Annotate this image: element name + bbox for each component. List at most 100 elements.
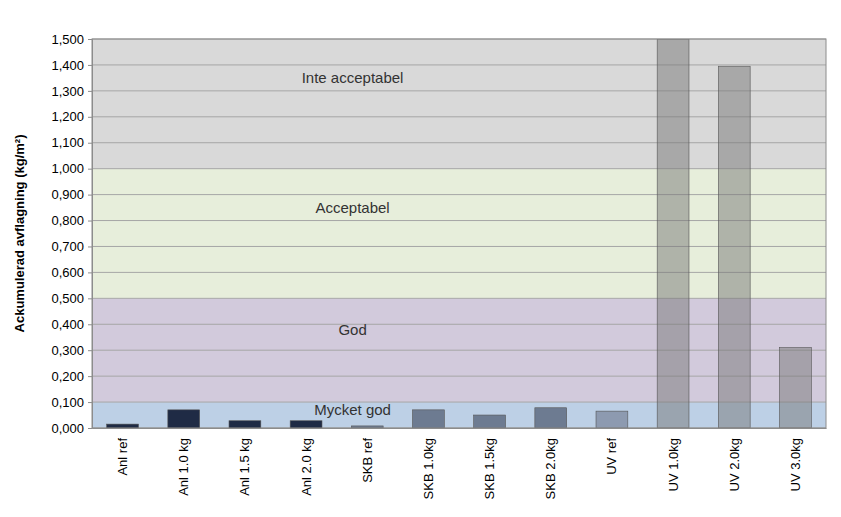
x-tick-label: SKB ref bbox=[360, 438, 375, 483]
band-label: Mycket god bbox=[314, 401, 391, 418]
grid-line bbox=[92, 246, 826, 247]
y-tick-label: 0,900 bbox=[51, 187, 84, 202]
x-tick: SKB 1.5kg bbox=[482, 428, 497, 499]
x-tick-label: UV 2.0kg bbox=[727, 438, 742, 491]
grid-line bbox=[92, 220, 826, 221]
y-tick: 1,100 bbox=[51, 135, 92, 150]
bar bbox=[535, 408, 567, 428]
y-tick-label: 0,200 bbox=[51, 369, 84, 384]
x-tick: Anl 2.0 kg bbox=[299, 428, 314, 496]
bands bbox=[92, 39, 826, 428]
y-tick-label: 0,700 bbox=[51, 239, 84, 254]
grid bbox=[92, 39, 826, 428]
x-tick: UV 3.0kg bbox=[788, 428, 803, 491]
x-tick-label: SKB 1.0kg bbox=[421, 438, 436, 499]
x-tick: UV 2.0kg bbox=[727, 428, 742, 491]
y-tick-mark bbox=[88, 402, 92, 403]
x-tick-label: Anl ref bbox=[115, 438, 130, 476]
y-tick-label: 1,500 bbox=[51, 32, 84, 47]
y-tick-label: 1,100 bbox=[51, 135, 84, 150]
y-tick-mark bbox=[88, 117, 92, 118]
y-tick: 0,700 bbox=[51, 239, 92, 254]
band-label: Acceptabel bbox=[315, 199, 389, 216]
y-tick-label: 0,500 bbox=[51, 291, 84, 306]
x-tick: SKB ref bbox=[360, 428, 375, 483]
grid-line bbox=[92, 298, 826, 299]
x-tick-label: SKB 1.5kg bbox=[482, 438, 497, 499]
y-tick-label: 1,400 bbox=[51, 58, 84, 73]
x-tick-label: UV ref bbox=[604, 438, 619, 475]
x-tick: Anl ref bbox=[115, 428, 130, 476]
grid-line bbox=[92, 402, 826, 403]
y-tick-label: 0,000 bbox=[51, 421, 84, 436]
y-tick: 0,200 bbox=[51, 369, 92, 384]
grid-line bbox=[92, 90, 826, 91]
bar bbox=[596, 411, 628, 428]
grid-line bbox=[92, 272, 826, 273]
x-tick: UV 1.0kg bbox=[666, 428, 681, 491]
y-axis-title: Ackumulerad avflagning (kg/m²) bbox=[12, 135, 27, 333]
grid-line bbox=[92, 324, 826, 325]
y-tick-mark bbox=[88, 221, 92, 222]
y-tick: 0,300 bbox=[51, 343, 92, 358]
grid-line bbox=[92, 168, 826, 169]
bar bbox=[107, 424, 139, 428]
y-tick-mark bbox=[88, 39, 92, 40]
y-tick-mark bbox=[88, 428, 92, 429]
x-tick: Anl 1.5 kg bbox=[237, 428, 252, 496]
x-tick: Anl 1.0 kg bbox=[176, 428, 191, 496]
y-axis-line bbox=[88, 40, 93, 429]
x-tick-label: Anl 1.0 kg bbox=[176, 438, 191, 496]
x-axis: Anl ref Anl 1.0 kg Anl 1.5 kg Anl 2.0 kg SKB… bbox=[93, 428, 827, 499]
y-tick: 1,300 bbox=[51, 84, 92, 99]
x-axis-line bbox=[93, 428, 827, 429]
x-tick-label: Anl 2.0 kg bbox=[299, 438, 314, 496]
grid-line bbox=[92, 376, 826, 377]
grid-line bbox=[92, 116, 826, 117]
y-tick: 1,500 bbox=[51, 32, 92, 47]
y-tick-label: 0,100 bbox=[51, 395, 84, 410]
y-tick-label: 0,400 bbox=[51, 317, 84, 332]
y-tick-mark bbox=[88, 169, 92, 170]
y-tick: 1,200 bbox=[51, 109, 92, 124]
y-tick-mark bbox=[88, 65, 92, 66]
y-tick-mark bbox=[88, 246, 92, 247]
bar bbox=[474, 415, 506, 428]
quality-band bbox=[92, 169, 826, 299]
band-label: Inte acceptabel bbox=[302, 69, 404, 86]
y-tick-label: 1,300 bbox=[51, 84, 84, 99]
y-tick-mark bbox=[88, 324, 92, 325]
band-label: God bbox=[338, 321, 366, 338]
x-tick-label: UV 1.0kg bbox=[666, 438, 681, 491]
y-tick-mark bbox=[88, 376, 92, 377]
y-tick-label: 0,600 bbox=[51, 265, 84, 280]
y-tick-label: 1,000 bbox=[51, 161, 84, 176]
bar bbox=[780, 348, 812, 428]
y-tick: 0,000 bbox=[51, 421, 92, 436]
y-tick: 0,400 bbox=[51, 317, 92, 332]
x-tick-label: Anl 1.5 kg bbox=[237, 438, 252, 496]
plot: Mycket god God Acceptabel Inte acceptabel 0,… bbox=[51, 32, 826, 500]
bar bbox=[657, 39, 689, 428]
quality-band bbox=[92, 39, 826, 169]
bar bbox=[413, 410, 445, 428]
y-tick: 0,100 bbox=[51, 395, 92, 410]
y-tick-mark bbox=[88, 272, 92, 273]
y-tick: 0,500 bbox=[51, 291, 92, 306]
x-tick: UV ref bbox=[604, 428, 619, 475]
bar bbox=[229, 421, 261, 428]
x-tick: SKB 2.0kg bbox=[543, 428, 558, 499]
quality-band bbox=[92, 298, 826, 402]
y-axis: 0,000 0,100 0,200 0,300 0,400 0,500 0,600 0,700… bbox=[51, 32, 92, 436]
y-tick-mark bbox=[88, 298, 92, 299]
plot-frame bbox=[92, 39, 826, 428]
grid-line bbox=[92, 142, 826, 143]
bar bbox=[718, 66, 750, 428]
bars bbox=[107, 39, 812, 428]
chart: Mycket god God Acceptabel Inte acceptabel 0,… bbox=[0, 0, 841, 517]
y-tick: 0,900 bbox=[51, 187, 92, 202]
y-tick: 1,400 bbox=[51, 58, 92, 73]
grid-line bbox=[92, 350, 826, 351]
x-tick-label: SKB 2.0kg bbox=[543, 438, 558, 499]
y-tick: 0,800 bbox=[51, 213, 92, 228]
